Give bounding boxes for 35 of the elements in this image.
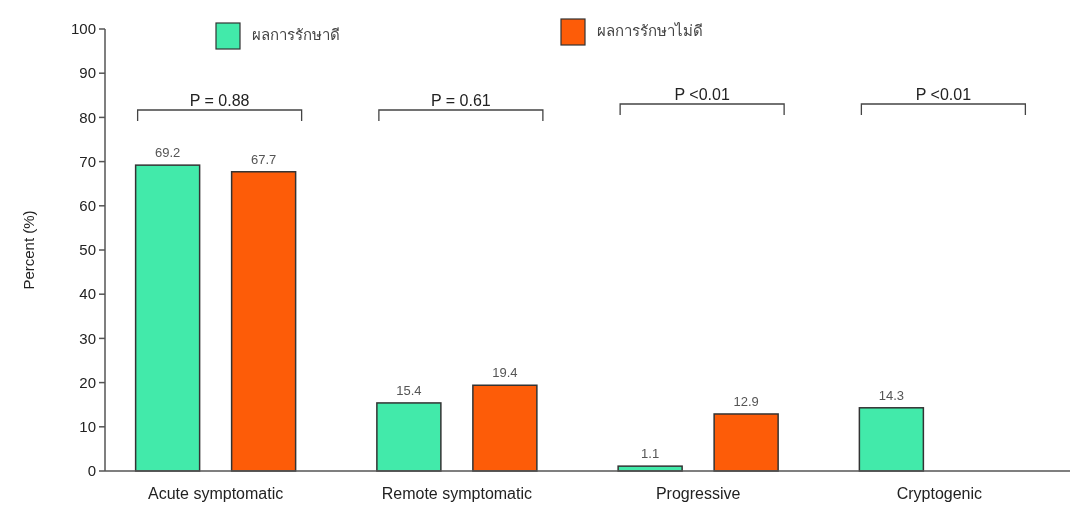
y-tick-label: 40 [79,285,96,303]
annotation: P <0.01 [915,86,972,103]
bar [376,402,442,472]
x-tick-label: Cryptogenic [896,485,983,502]
data-label: 14.3 [878,387,905,403]
y-tick-label: 80 [79,108,96,126]
legend-label: ผลการรักษาดี [252,26,340,43]
y-tick-label: 10 [79,418,96,436]
x-tick-label: Remote symptomatic [381,485,533,502]
x-tick-label: Acute symptomatic [148,485,284,502]
data-label: 15.4 [396,382,422,398]
annotation: P = 0.88 [189,92,250,109]
data-label: 69.2 [154,145,181,161]
bar [713,413,779,472]
y-tick-label: 70 [79,152,96,170]
y-tick-label: 30 [79,329,96,347]
y-tick-label: 90 [79,64,96,82]
bar [134,164,201,472]
bar [472,384,538,472]
legend-label: ผลการรักษาไม่ดี [597,22,703,39]
y-tick-label: 0 [87,462,96,480]
y-axis-title: Percent (%) [20,210,37,290]
y-tick-label: 60 [79,197,96,215]
data-label: 19.4 [492,365,518,381]
data-label: 67.7 [250,151,277,167]
y-tick-label: 50 [79,241,96,259]
annotation: P = 0.61 [430,92,491,109]
x-tick-label: Progressive [655,485,741,502]
bar [230,171,297,472]
data-label: 1.1 [641,446,660,462]
annotation: P <0.01 [674,86,730,103]
bar [858,407,925,472]
y-tick-label: 100 [70,20,96,38]
data-label: 12.9 [733,393,759,409]
y-tick-label: 20 [79,373,96,391]
